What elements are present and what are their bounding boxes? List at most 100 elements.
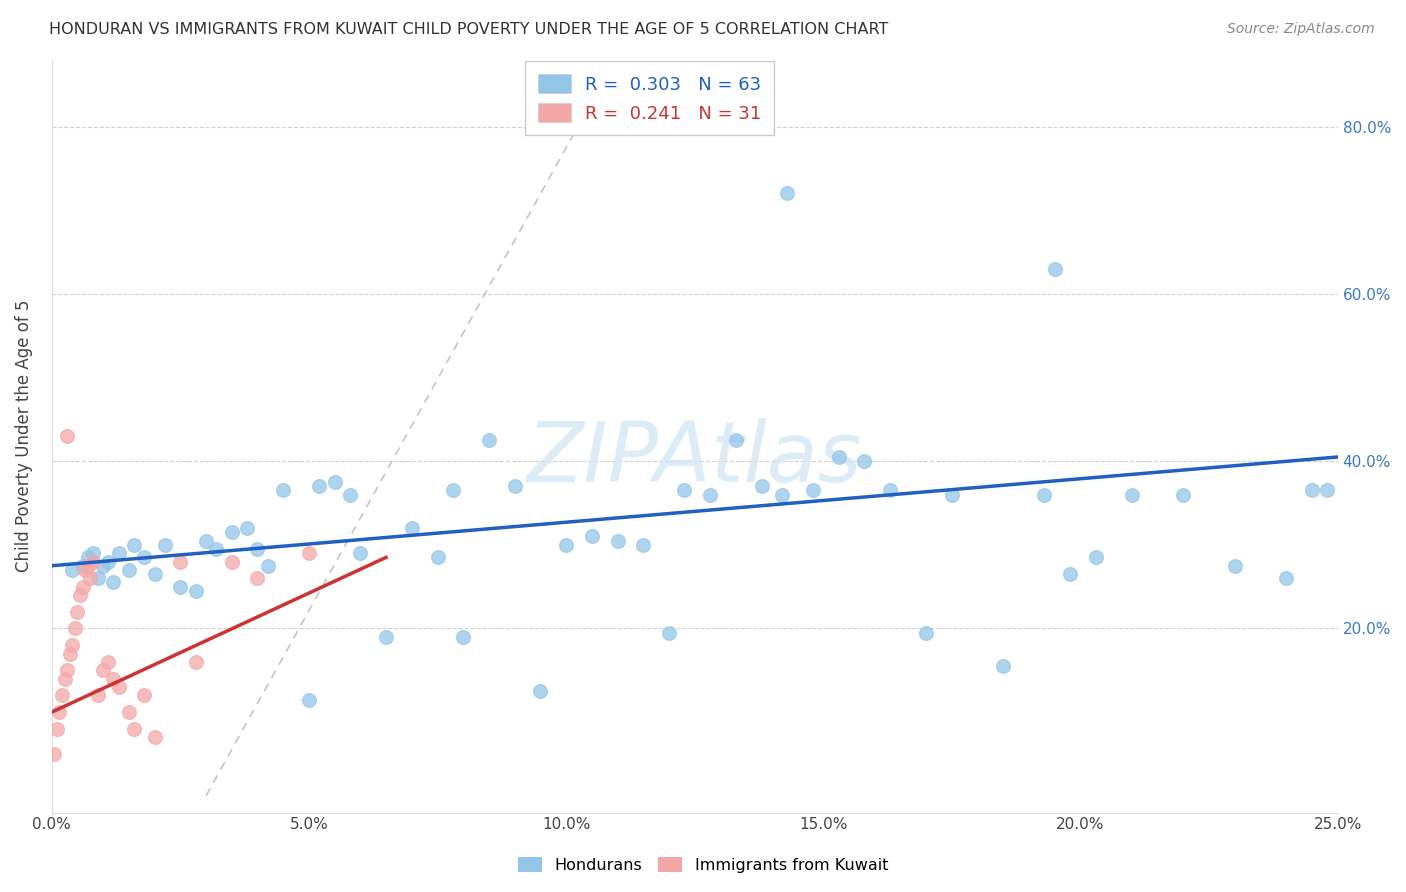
- Point: [184, 583, 207, 598]
- Point: [1275, 571, 1298, 585]
- Point: [97, 655, 120, 669]
- Point: [529, 684, 551, 698]
- Text: Source: ZipAtlas.com: Source: ZipAtlas.com: [1227, 22, 1375, 37]
- Point: [118, 705, 141, 719]
- Point: [79, 571, 101, 585]
- Point: [153, 538, 176, 552]
- Point: [879, 483, 901, 498]
- Point: [107, 680, 129, 694]
- Point: [503, 479, 526, 493]
- Point: [581, 529, 603, 543]
- Point: [323, 475, 346, 489]
- Point: [853, 454, 876, 468]
- Point: [87, 689, 110, 703]
- Point: [993, 659, 1015, 673]
- Point: [56, 663, 79, 677]
- Point: [51, 689, 73, 703]
- Point: [426, 550, 449, 565]
- Point: [91, 663, 114, 677]
- Point: [107, 546, 129, 560]
- Text: ZIPAtlas: ZIPAtlas: [527, 418, 862, 500]
- Point: [1316, 483, 1339, 498]
- Point: [56, 429, 79, 443]
- Point: [69, 588, 91, 602]
- Point: [451, 630, 474, 644]
- Point: [76, 550, 98, 565]
- Point: [72, 580, 94, 594]
- Point: [63, 622, 86, 636]
- Point: [801, 483, 824, 498]
- Point: [59, 647, 82, 661]
- Point: [82, 555, 104, 569]
- Point: [1059, 567, 1081, 582]
- Point: [221, 525, 243, 540]
- Point: [66, 605, 89, 619]
- Point: [91, 558, 114, 573]
- Point: [1223, 558, 1246, 573]
- Y-axis label: Child Poverty Under the Age of 5: Child Poverty Under the Age of 5: [15, 300, 32, 573]
- Point: [60, 563, 83, 577]
- Point: [122, 538, 145, 552]
- Point: [1033, 488, 1056, 502]
- Point: [134, 550, 156, 565]
- Point: [236, 521, 259, 535]
- Text: HONDURAN VS IMMIGRANTS FROM KUWAIT CHILD POVERTY UNDER THE AGE OF 5 CORRELATION : HONDURAN VS IMMIGRANTS FROM KUWAIT CHILD…: [49, 22, 889, 37]
- Point: [246, 541, 269, 556]
- Point: [82, 546, 104, 560]
- Point: [76, 558, 98, 573]
- Point: [298, 692, 321, 706]
- Point: [45, 722, 67, 736]
- Point: [72, 558, 94, 573]
- Point: [828, 450, 851, 464]
- Point: [770, 488, 793, 502]
- Point: [1043, 261, 1066, 276]
- Point: [134, 689, 156, 703]
- Point: [1121, 488, 1143, 502]
- Point: [48, 705, 70, 719]
- Point: [1301, 483, 1323, 498]
- Point: [401, 521, 423, 535]
- Point: [97, 555, 120, 569]
- Point: [143, 731, 166, 745]
- Point: [673, 483, 696, 498]
- Point: [1173, 488, 1195, 502]
- Point: [699, 488, 721, 502]
- Point: [122, 722, 145, 736]
- Point: [103, 575, 125, 590]
- Point: [606, 533, 628, 548]
- Point: [633, 538, 655, 552]
- Point: [53, 672, 76, 686]
- Point: [339, 488, 361, 502]
- Legend: R =  0.303   N = 63, R =  0.241   N = 31: R = 0.303 N = 63, R = 0.241 N = 31: [526, 61, 773, 136]
- Point: [724, 434, 747, 448]
- Point: [221, 555, 243, 569]
- Point: [941, 488, 963, 502]
- Point: [143, 567, 166, 582]
- Point: [205, 541, 228, 556]
- Point: [87, 571, 110, 585]
- Point: [169, 555, 191, 569]
- Point: [298, 546, 321, 560]
- Point: [118, 563, 141, 577]
- Point: [349, 546, 371, 560]
- Point: [256, 558, 278, 573]
- Point: [478, 434, 501, 448]
- Point: [103, 672, 125, 686]
- Point: [184, 655, 207, 669]
- Point: [776, 186, 799, 201]
- Point: [658, 625, 681, 640]
- Point: [1084, 550, 1107, 565]
- Point: [246, 571, 269, 585]
- Point: [555, 538, 578, 552]
- Point: [75, 563, 97, 577]
- Point: [441, 483, 464, 498]
- Legend: Hondurans, Immigrants from Kuwait: Hondurans, Immigrants from Kuwait: [512, 851, 894, 880]
- Point: [169, 580, 191, 594]
- Point: [751, 479, 773, 493]
- Point: [195, 533, 218, 548]
- Point: [60, 638, 83, 652]
- Point: [308, 479, 330, 493]
- Point: [44, 747, 66, 761]
- Point: [915, 625, 938, 640]
- Point: [375, 630, 398, 644]
